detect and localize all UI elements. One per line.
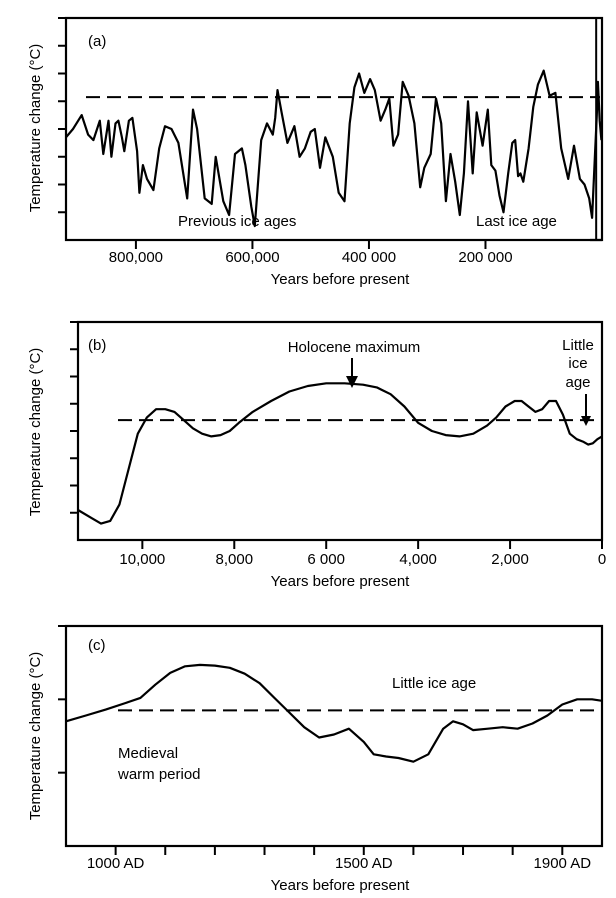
panel-c: (c) Little ice age Medieval warm period … (27, 624, 604, 894)
panel-b-ticks: 10,000 8,000 6 000 4,000 2,000 0 (70, 321, 606, 568)
panel-b-label: (b) (88, 337, 106, 354)
panel-b-x-tick-label: 2,000 (491, 551, 529, 568)
panel-c-temperature-line (65, 663, 603, 763)
panel-a-x-tick-label: 200 000 (458, 249, 512, 266)
panel-c-x-tick-label: 1000 AD (87, 855, 145, 872)
panel-c-ticks: 1000 AD 1500 AD 1900 AD (58, 625, 592, 872)
panel-b-x-tick-label: 8,000 (216, 551, 254, 568)
panel-b-x-tick-label: 10,000 (119, 551, 165, 568)
panel-a-ylabel: Temperature change (°C) (27, 44, 44, 213)
panel-a: (a) Previous ice ages Last ice age Years… (27, 16, 604, 288)
panel-a-annotation-last: Last ice age (476, 213, 557, 230)
panel-b-annotation-ice: ice (568, 355, 587, 372)
panel-b-x-tick-label: 0 (598, 551, 606, 568)
holocene-arrow-head (346, 376, 358, 388)
panel-a-xlabel: Years before present (271, 271, 411, 288)
panel-b-ylabel: Temperature change (°C) (27, 348, 44, 517)
panel-b-annotation-little: Little (562, 337, 594, 354)
panel-c-label: (c) (88, 637, 106, 654)
panel-a-x-tick-label: 800,000 (109, 249, 163, 266)
panel-a-x-tick-label: 600,000 (225, 249, 279, 266)
panel-a-annotation-previous: Previous ice ages (178, 213, 296, 230)
panel-c-annotation-little-ice-age: Little ice age (392, 675, 476, 692)
panel-a-frame (64, 16, 604, 242)
panel-a-temperature-line (65, 69, 603, 228)
panel-b-x-tick-label: 6 000 (307, 551, 345, 568)
panel-c-frame (64, 624, 604, 848)
panel-b-x-tick-label: 4,000 (399, 551, 437, 568)
panel-a-x-tick-label: 400 000 (342, 249, 396, 266)
panel-a-label: (a) (88, 33, 106, 50)
panel-b-temperature-line (77, 382, 603, 525)
panel-b-annotation-age: age (565, 374, 590, 391)
panel-b-xlabel: Years before present (271, 573, 411, 590)
panel-b: (b) Holocene maximum Little ice age Year… (27, 320, 606, 590)
panel-c-ylabel: Temperature change (°C) (27, 652, 44, 821)
panel-c-annotation-warm-period: warm period (117, 766, 201, 783)
panel-c-xlabel: Years before present (271, 877, 411, 894)
panel-c-annotation-medieval: Medieval (118, 745, 178, 762)
panel-b-annotation-holocene: Holocene maximum (288, 339, 421, 356)
panel-c-x-tick-label: 1900 AD (534, 855, 592, 872)
panel-c-x-tick-label: 1500 AD (335, 855, 393, 872)
